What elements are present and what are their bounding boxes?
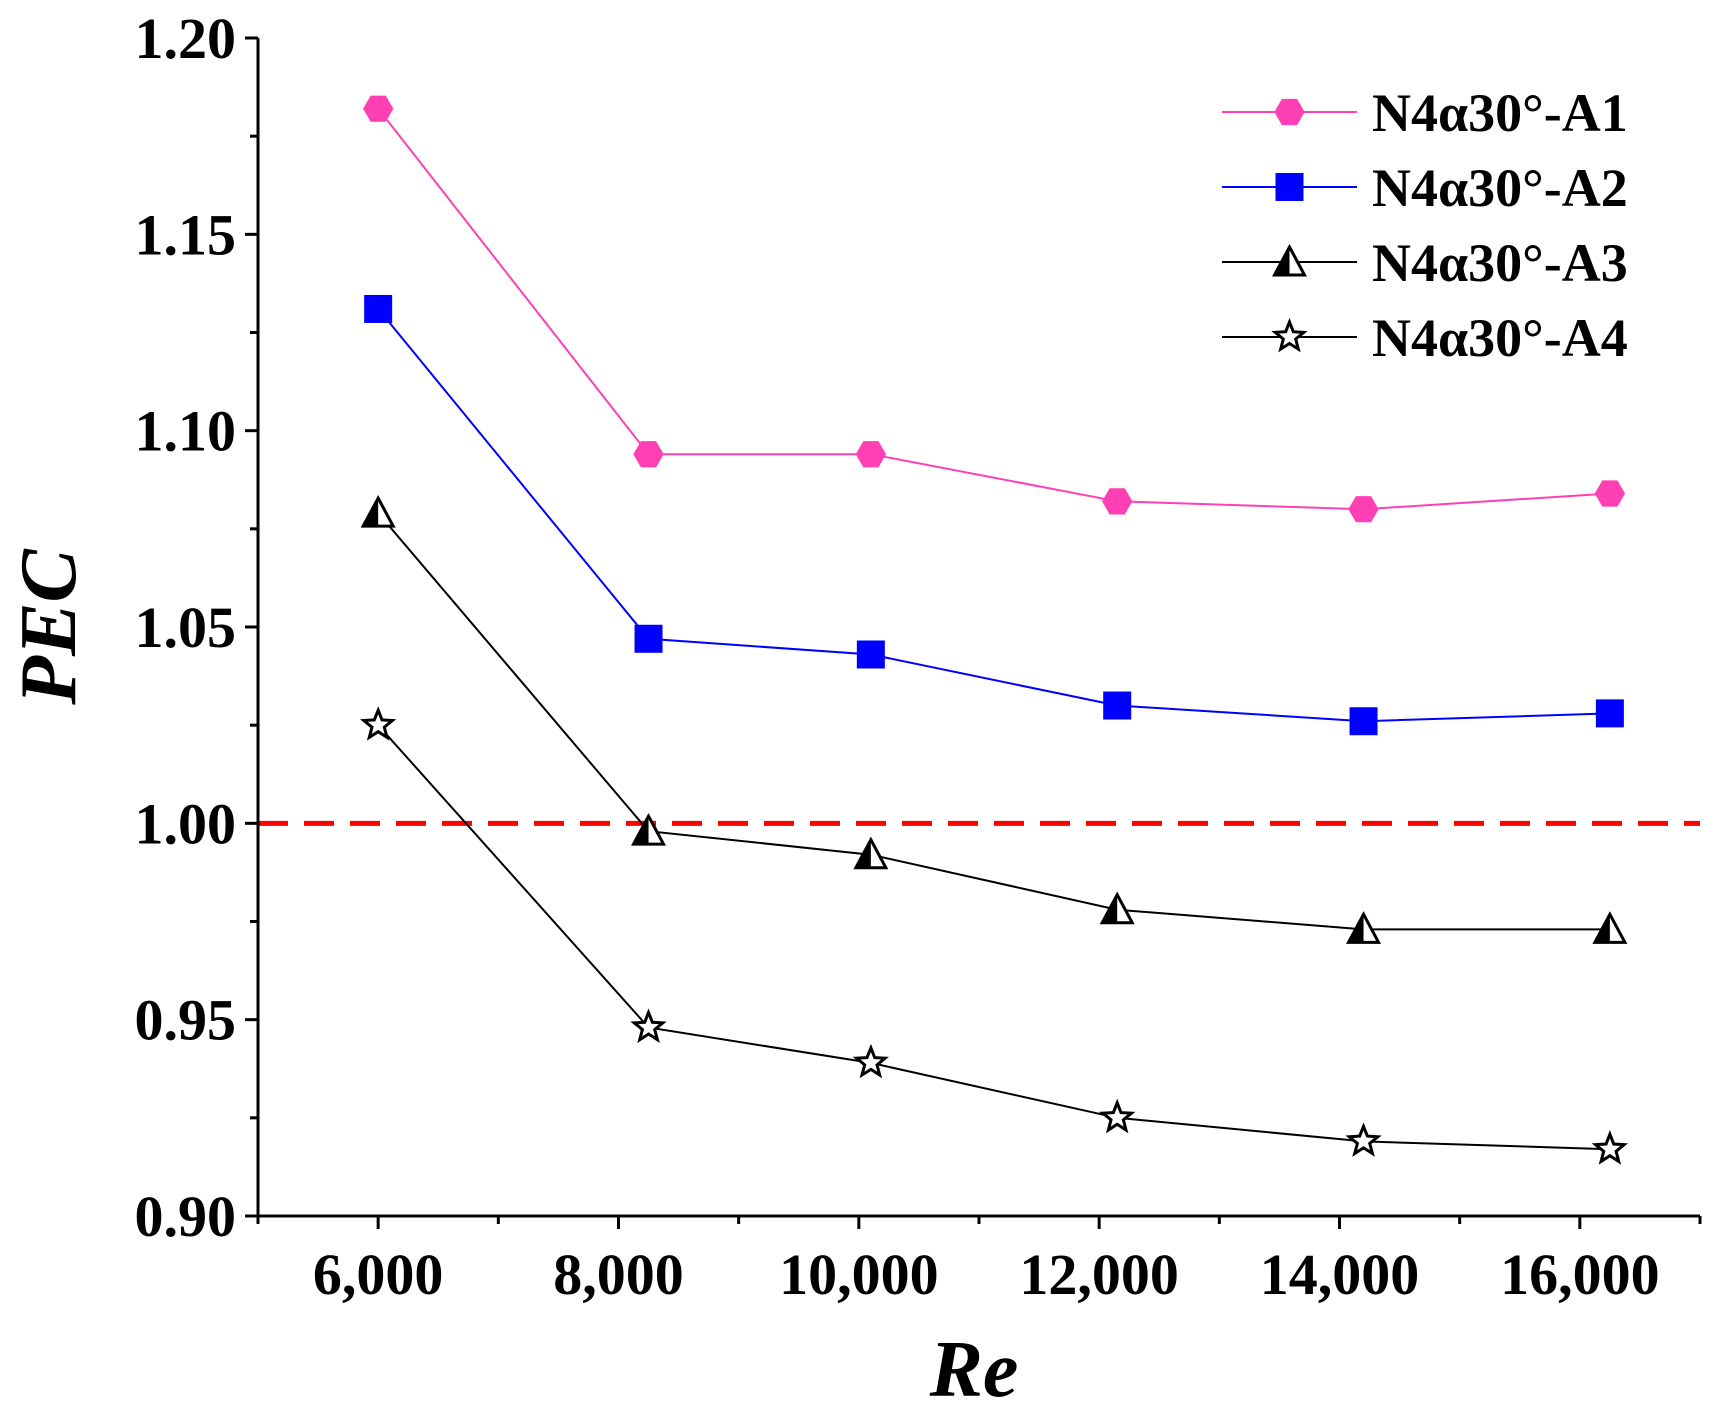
- data-point-s3-1: [360, 494, 396, 528]
- x-tick-label: 6,000: [313, 1242, 444, 1307]
- data-point-s4-2: [630, 1008, 667, 1044]
- data-point-s3-5: [1346, 911, 1382, 944]
- legend-entry-4: N4α30°-A4: [1222, 308, 1628, 368]
- data-point-s4-4: [1098, 1098, 1136, 1134]
- data-point-s3-3: [853, 836, 889, 870]
- y-tick-label: 1.05: [135, 595, 237, 660]
- legend-marker-4: [1271, 317, 1308, 353]
- data-point-s2-4: [1103, 691, 1132, 720]
- data-point-s3-2: [631, 813, 667, 846]
- series-line-1: [377, 108, 1610, 511]
- data-point-s4-6: [1591, 1130, 1628, 1165]
- y-tick-label: 0.90: [135, 1184, 237, 1249]
- data-point-s2-5: [1349, 707, 1378, 736]
- data-point-s1-5: [1348, 496, 1379, 523]
- legend-marker-3: [1271, 243, 1308, 277]
- y-tick-label: 1.10: [135, 399, 237, 464]
- data-point-s4-5: [1345, 1122, 1382, 1157]
- data-point-s4-3: [852, 1043, 889, 1079]
- y-tick-label: 1.15: [135, 202, 237, 267]
- data-point-s1-1: [363, 95, 394, 122]
- legend-label-4: N4α30°-A4: [1372, 308, 1628, 368]
- data-point-s2-2: [634, 624, 663, 653]
- legend-entry-1: N4α30°-A1: [1222, 83, 1628, 143]
- legend-marker-1: [1274, 98, 1305, 126]
- data-point-s1-4: [1102, 488, 1133, 515]
- legend-label-3: N4α30°-A3: [1372, 233, 1628, 293]
- x-tick-label: 10,000: [779, 1242, 939, 1307]
- legend-label-1: N4α30°-A1: [1372, 83, 1628, 143]
- x-tick-label: 14,000: [1260, 1242, 1420, 1307]
- x-tick-label: 8,000: [553, 1242, 684, 1307]
- legend-marker-2: [1275, 173, 1304, 201]
- legend-label-2: N4α30°-A2: [1372, 158, 1628, 218]
- x-axis-title: Re: [929, 1326, 1019, 1405]
- series-line-2: [377, 308, 1610, 723]
- data-point-s1-6: [1594, 480, 1626, 507]
- legend-entry-3: N4α30°-A3: [1222, 233, 1628, 293]
- y-tick-label: 1.00: [135, 791, 237, 856]
- data-point-s4-1: [360, 706, 397, 741]
- data-point-s3-4: [1099, 891, 1135, 925]
- data-point-s2-3: [856, 640, 885, 669]
- data-point-s1-3: [855, 441, 887, 468]
- series-line-3: [377, 512, 1610, 931]
- data-point-s2-6: [1595, 699, 1624, 728]
- y-axis-title: PEC: [5, 548, 93, 706]
- series-line-4: [377, 724, 1610, 1151]
- y-tick-label: 1.20: [135, 6, 237, 71]
- y-tick-label: 0.95: [135, 988, 237, 1053]
- legend-entry-2: N4α30°-A2: [1222, 158, 1628, 218]
- x-tick-label: 12,000: [1019, 1242, 1179, 1307]
- data-point-s3-6: [1592, 911, 1628, 944]
- x-tick-label: 16,000: [1500, 1242, 1660, 1307]
- data-point-s1-2: [633, 441, 664, 468]
- data-point-s2-1: [364, 294, 393, 323]
